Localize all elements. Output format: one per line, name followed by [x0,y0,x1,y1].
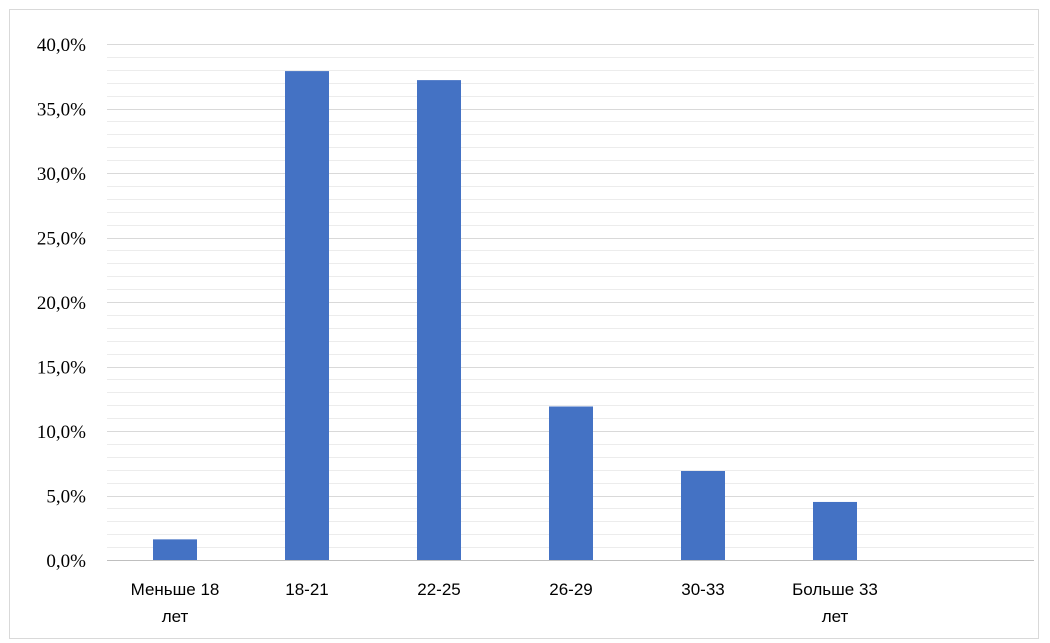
x-tick-label: 30-33 [681,580,724,599]
y-tick-label: 40,0% [37,35,86,56]
y-tick-label: 25,0% [37,229,86,250]
bar-layer [153,71,857,561]
y-tick-label: 30,0% [37,164,86,185]
y-tick-label: 10,0% [37,422,86,443]
bar [285,71,329,560]
y-tick-label: 35,0% [37,100,86,121]
x-tick-label: Больше 33 [792,580,878,599]
x-tick-label: Меньше 18 [131,580,220,599]
y-tick-label: 15,0% [37,358,86,379]
x-axis: Меньше 18 лет 18-21 22-25 26-29 30-33 Больше 3… [131,580,878,626]
y-axis: 0,0% 5,0% 10,0% 15,0% 20,0% 25,0% 30,0% 35,0% 40… [37,35,86,572]
bar [153,539,197,560]
bar [681,470,725,560]
x-tick-label: 22-25 [417,580,460,599]
y-tick-label: 5,0% [46,487,86,508]
y-tick-label: 20,0% [37,293,86,314]
bar [549,406,593,560]
bar [813,501,857,560]
x-tick-label: лет [162,607,189,626]
x-tick-label: 26-29 [549,580,592,599]
y-tick-label: 0,0% [46,551,86,572]
x-tick-label: лет [822,607,849,626]
x-tick-label: 18-21 [285,580,328,599]
bar [417,80,461,561]
